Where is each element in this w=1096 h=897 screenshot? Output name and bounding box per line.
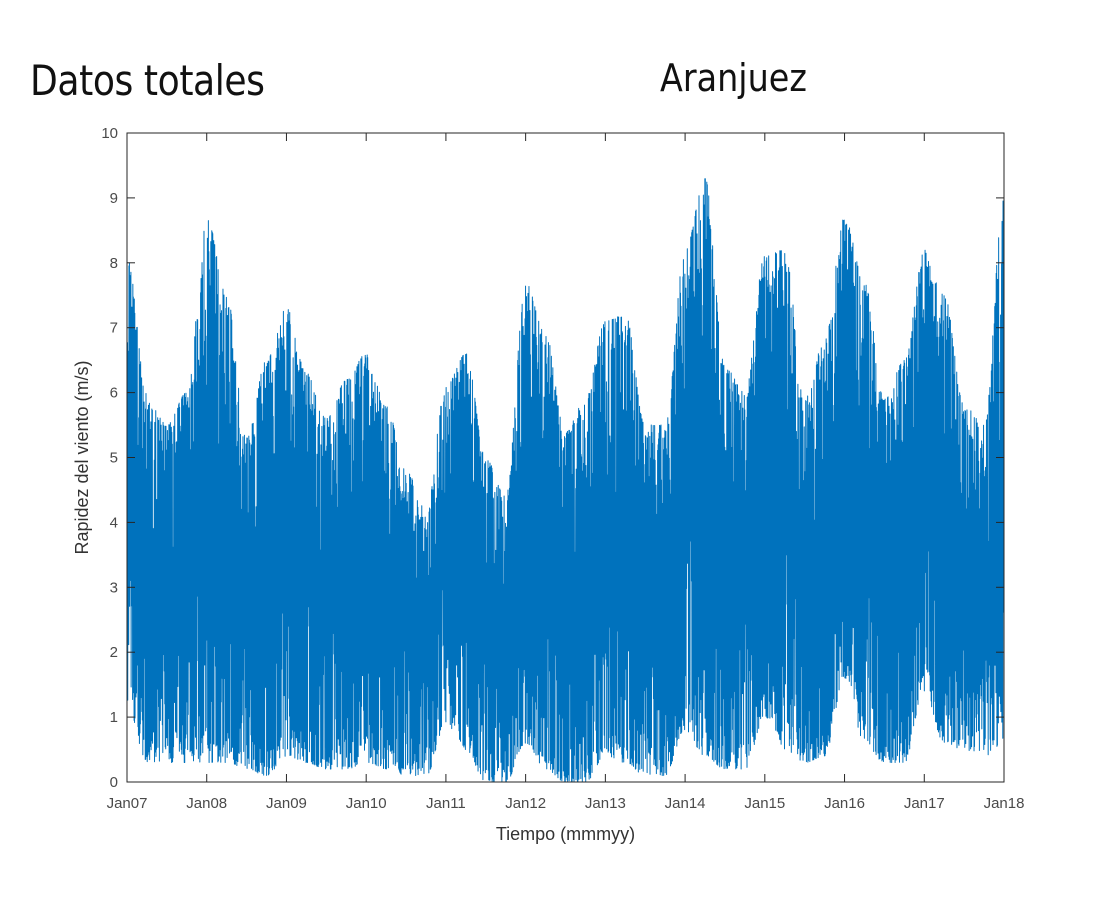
x-tick-label: Jan07 — [107, 795, 148, 812]
y-tick-label: 6 — [110, 385, 118, 402]
y-tick-label: 3 — [110, 579, 118, 596]
y-tick-label: 7 — [110, 320, 118, 337]
y-axis-label: Rapidez del viento (m/s) — [72, 360, 92, 554]
y-tick-label: 1 — [110, 709, 118, 726]
y-tick-label: 8 — [110, 255, 118, 272]
y-tick-label: 9 — [110, 190, 118, 207]
x-tick-label: Jan15 — [744, 795, 785, 812]
x-tick-label: Jan11 — [426, 795, 466, 812]
x-tick-label: Jan18 — [984, 795, 1025, 812]
y-tick-label: 10 — [101, 125, 118, 142]
x-axis-ticks: Jan07 Jan08 Jan09 Jan10 Jan11 Jan12 Jan13 Jan14… — [107, 133, 1025, 812]
x-tick-label: Jan14 — [665, 795, 706, 812]
x-tick-label: Jan17 — [904, 795, 945, 812]
y-axis-ticks: 0 1 2 3 4 5 6 7 8 9 10 — [101, 125, 1004, 791]
wind-speed-series-line — [126, 178, 1005, 783]
x-tick-label: Jan12 — [505, 795, 546, 812]
x-axis-label: Tiempo (mmmyy) — [496, 824, 635, 844]
series-layer — [126, 178, 1005, 783]
y-tick-label: 4 — [110, 514, 118, 531]
x-tick-label: Jan08 — [186, 795, 227, 812]
y-tick-label: 2 — [110, 644, 118, 661]
chart-title: Aranjuez — [660, 56, 807, 100]
x-tick-label: Jan10 — [346, 795, 387, 812]
y-tick-label: 5 — [110, 450, 118, 467]
chart-heading-left: Datos totales — [30, 56, 265, 105]
y-tick-label: 0 — [110, 774, 118, 791]
x-tick-label: Jan16 — [824, 795, 865, 812]
x-tick-label: Jan13 — [585, 795, 626, 812]
x-tick-label: Jan09 — [266, 795, 307, 812]
